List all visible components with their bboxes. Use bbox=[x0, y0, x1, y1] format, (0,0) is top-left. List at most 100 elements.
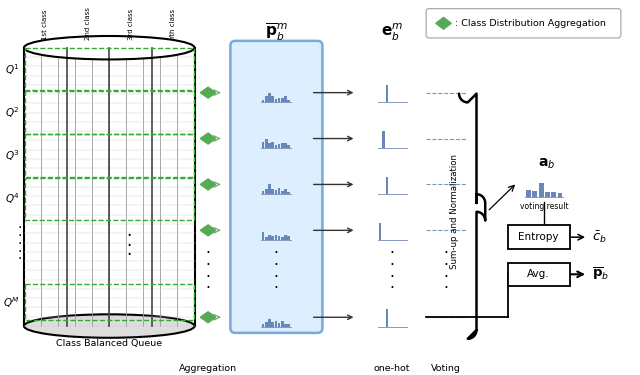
FancyBboxPatch shape bbox=[508, 225, 570, 249]
FancyBboxPatch shape bbox=[508, 262, 570, 286]
Text: $Q^1$: $Q^1$ bbox=[5, 62, 20, 76]
Bar bbox=[265, 322, 268, 327]
Bar bbox=[275, 190, 277, 194]
Bar bbox=[284, 235, 287, 240]
Text: ·: · bbox=[390, 282, 395, 297]
Bar bbox=[287, 324, 290, 327]
Bar bbox=[265, 96, 268, 102]
Bar bbox=[271, 189, 274, 194]
Bar bbox=[265, 139, 268, 148]
Bar bbox=[386, 85, 388, 102]
Text: ·: · bbox=[205, 258, 211, 273]
Text: $\mathbf{a}_{b}$: $\mathbf{a}_{b}$ bbox=[538, 156, 555, 171]
Bar bbox=[262, 100, 264, 102]
Text: ·: · bbox=[390, 246, 395, 261]
Bar bbox=[287, 145, 290, 148]
Text: $Q^M$: $Q^M$ bbox=[3, 295, 20, 310]
Text: ·: · bbox=[18, 221, 22, 235]
Text: ·: · bbox=[126, 237, 131, 255]
Bar bbox=[275, 234, 277, 240]
Text: Entropy: Entropy bbox=[518, 232, 559, 242]
Bar bbox=[551, 192, 556, 197]
Bar bbox=[278, 144, 280, 148]
Polygon shape bbox=[200, 87, 216, 98]
Text: ·: · bbox=[443, 246, 448, 261]
Bar bbox=[268, 144, 271, 148]
Bar bbox=[268, 235, 271, 240]
Bar bbox=[386, 309, 388, 327]
Text: : Class Distribution Aggregation: : Class Distribution Aggregation bbox=[455, 19, 606, 28]
Text: Yth class: Yth class bbox=[170, 9, 176, 40]
Bar bbox=[284, 144, 287, 148]
Bar bbox=[281, 237, 284, 240]
Bar bbox=[545, 192, 550, 197]
Polygon shape bbox=[200, 312, 216, 323]
Bar bbox=[24, 48, 195, 326]
Polygon shape bbox=[200, 225, 216, 236]
Text: ·: · bbox=[18, 252, 22, 266]
Text: ·: · bbox=[443, 270, 448, 285]
Text: ·: · bbox=[18, 244, 22, 258]
Bar bbox=[265, 189, 268, 194]
Text: ·: · bbox=[390, 270, 395, 285]
Bar bbox=[271, 236, 274, 240]
Text: $Q^3$: $Q^3$ bbox=[5, 148, 20, 163]
Text: ·: · bbox=[126, 246, 131, 264]
Bar bbox=[287, 100, 290, 102]
Bar bbox=[278, 236, 280, 240]
Text: one-hot: one-hot bbox=[374, 364, 410, 373]
Text: ·: · bbox=[205, 246, 211, 261]
Text: ·: · bbox=[273, 282, 278, 297]
Bar bbox=[262, 191, 264, 194]
Text: ·: · bbox=[443, 282, 448, 297]
Bar bbox=[262, 324, 264, 327]
Text: Class Balanced Queue: Class Balanced Queue bbox=[56, 339, 163, 348]
Bar bbox=[271, 142, 274, 148]
Bar bbox=[287, 192, 290, 194]
Text: ·: · bbox=[126, 227, 131, 245]
Text: ·: · bbox=[273, 246, 278, 261]
Bar bbox=[287, 236, 290, 240]
Text: $\overline{\mathbf{p}}_{b}^{m}$: $\overline{\mathbf{p}}_{b}^{m}$ bbox=[264, 21, 287, 43]
Bar bbox=[281, 191, 284, 194]
Bar bbox=[275, 145, 277, 148]
Text: Voting: Voting bbox=[431, 364, 460, 373]
Bar bbox=[268, 93, 271, 102]
Text: 2nd class: 2nd class bbox=[85, 7, 91, 40]
Text: voting result: voting result bbox=[520, 202, 568, 211]
Text: $Q^2$: $Q^2$ bbox=[5, 105, 20, 120]
Text: 3rd class: 3rd class bbox=[127, 9, 134, 40]
Bar bbox=[262, 142, 264, 148]
Bar bbox=[284, 96, 287, 102]
Bar bbox=[278, 188, 280, 194]
Bar bbox=[382, 131, 385, 148]
Text: ·: · bbox=[273, 258, 278, 273]
Bar bbox=[262, 232, 264, 240]
Bar bbox=[379, 222, 381, 240]
Bar bbox=[284, 189, 287, 194]
Bar bbox=[386, 177, 388, 194]
Polygon shape bbox=[200, 179, 216, 190]
Text: ·: · bbox=[390, 258, 395, 273]
Bar bbox=[275, 99, 277, 102]
Text: ·: · bbox=[205, 270, 211, 285]
Bar bbox=[281, 143, 284, 148]
Text: $\bar{c}_{b}$: $\bar{c}_{b}$ bbox=[592, 230, 607, 245]
Bar bbox=[284, 324, 287, 327]
Polygon shape bbox=[436, 18, 451, 29]
Bar bbox=[557, 193, 563, 197]
FancyBboxPatch shape bbox=[426, 9, 621, 38]
Bar bbox=[278, 323, 280, 327]
Bar bbox=[539, 183, 543, 197]
Text: Aggregation: Aggregation bbox=[179, 364, 237, 373]
Text: ·: · bbox=[443, 258, 448, 273]
Bar bbox=[275, 321, 277, 327]
Text: $\mathbf{e}_{b}^{m}$: $\mathbf{e}_{b}^{m}$ bbox=[381, 22, 403, 43]
Bar bbox=[271, 322, 274, 327]
Text: ·: · bbox=[18, 237, 22, 251]
Text: Avg.: Avg. bbox=[527, 269, 550, 279]
Bar bbox=[281, 98, 284, 102]
Text: ·: · bbox=[273, 270, 278, 285]
Bar bbox=[281, 321, 284, 327]
Bar bbox=[268, 184, 271, 194]
